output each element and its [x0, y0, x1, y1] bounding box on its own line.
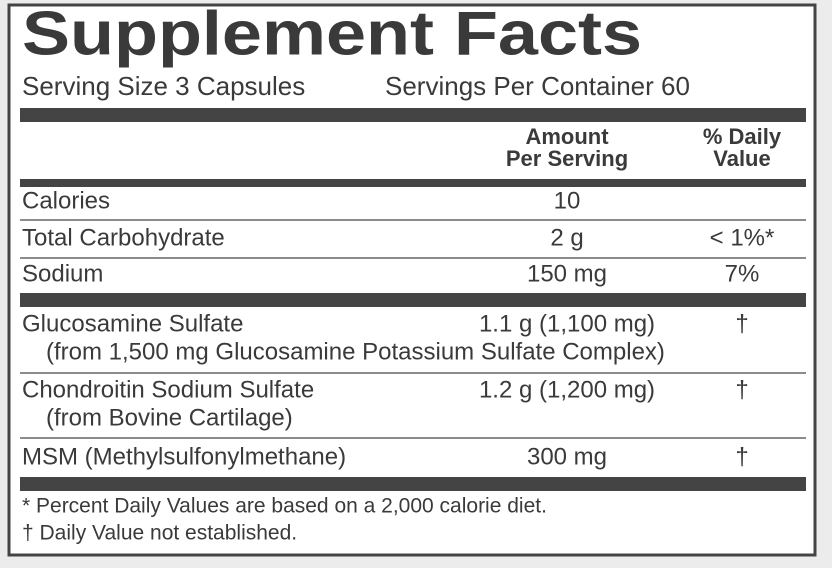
- daily-value: < 1%*: [710, 224, 775, 251]
- daily-value: †: [735, 443, 748, 470]
- label-border: [7, 3, 817, 557]
- nutrient-source: (from 1,500 mg Glucosamine Potassium Sul…: [46, 338, 665, 365]
- daily-value: †: [735, 376, 748, 403]
- amount: 2 g: [550, 224, 583, 251]
- daily-value: †: [735, 310, 748, 337]
- amount: 10: [554, 187, 581, 214]
- nutrient-name: MSM (Methylsulfonylmethane): [22, 443, 346, 470]
- title: Supplement Facts: [22, 0, 642, 68]
- amount: 300 mg: [527, 443, 607, 470]
- footnote: * Percent Daily Values are based on a 2,…: [22, 495, 547, 518]
- amount: 1.2 g (1,200 mg): [479, 376, 655, 403]
- amount-header: Amount: [525, 124, 609, 149]
- thick-rule: [20, 108, 806, 122]
- medium-rule: [20, 179, 806, 187]
- serving-size: Serving Size 3 Capsules: [22, 71, 305, 101]
- nutrient-name: Glucosamine Sulfate: [22, 310, 243, 337]
- daily-header: % Daily: [703, 124, 782, 149]
- daily-header: Value: [713, 146, 770, 171]
- amount: 150 mg: [527, 260, 607, 287]
- nutrient-name: Calories: [22, 187, 110, 214]
- thick-rule: [20, 293, 806, 307]
- nutrient-name: Chondroitin Sodium Sulfate: [22, 376, 314, 403]
- footnote: † Daily Value not established.: [22, 522, 297, 545]
- servings-per-container: Servings Per Container 60: [385, 71, 690, 101]
- amount-header: Per Serving: [506, 146, 628, 171]
- amount: 1.1 g (1,100 mg): [479, 310, 655, 337]
- daily-value: 7%: [725, 260, 760, 287]
- thick-rule: [20, 477, 806, 491]
- nutrient-name: Total Carbohydrate: [22, 224, 225, 251]
- nutrient-name: Sodium: [22, 260, 103, 287]
- nutrient-source: (from Bovine Cartilage): [46, 404, 293, 431]
